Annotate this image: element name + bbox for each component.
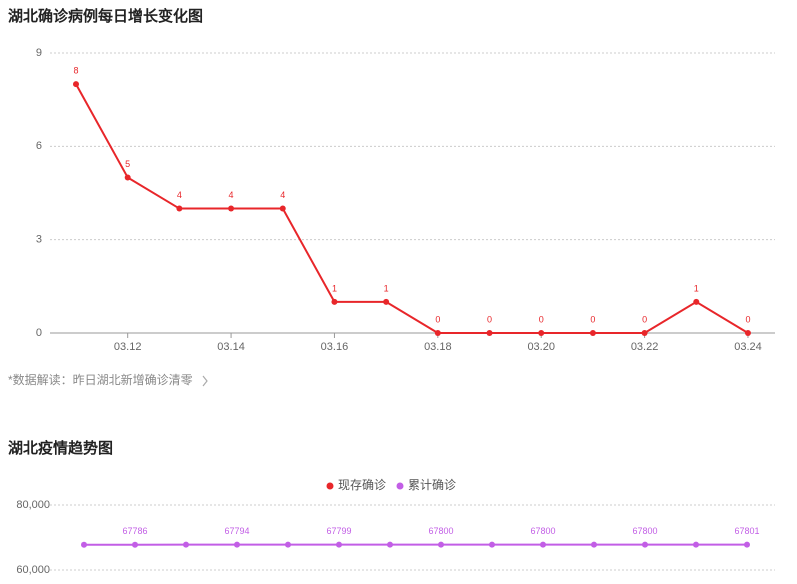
data-point	[642, 541, 648, 548]
data-label: 67799	[326, 526, 351, 536]
data-label: 4	[177, 190, 182, 200]
data-point	[744, 330, 751, 336]
x-tick-label: 03.20	[527, 341, 555, 353]
data-label: 8	[73, 65, 78, 75]
data-point	[540, 541, 546, 548]
data-point	[176, 205, 183, 212]
data-label: 1	[332, 283, 337, 293]
legend-swatch	[326, 482, 334, 490]
data-label: 0	[642, 314, 647, 324]
legend-label: 现存确诊	[338, 478, 386, 492]
data-point	[589, 330, 596, 336]
x-tick-label: 03.12	[114, 341, 142, 353]
data-label: 0	[539, 314, 544, 324]
data-label: 67794	[224, 526, 249, 536]
data-label: 67786	[122, 526, 147, 536]
legend-label: 累计确诊	[408, 478, 456, 492]
data-label: 5	[125, 159, 130, 169]
data-point	[387, 541, 393, 548]
data-label: 4	[280, 190, 285, 200]
data-point	[228, 205, 235, 212]
x-tick-label: 03.18	[424, 341, 452, 353]
y-tick-label: 9	[36, 47, 42, 59]
y-tick-label: 6	[36, 140, 42, 152]
data-label: 0	[745, 314, 750, 324]
chevron[interactable]	[202, 375, 208, 387]
y-tick-label: 60,000	[16, 564, 50, 576]
data-point	[693, 541, 699, 548]
data-label: 4	[229, 190, 234, 200]
annotation-link[interactable]: *数据解读：昨日湖北新增确诊清零	[8, 372, 193, 387]
data-point	[693, 298, 700, 305]
data-point	[81, 541, 87, 548]
data-point	[486, 330, 493, 336]
data-point	[434, 330, 441, 336]
x-tick-label: 03.16	[321, 341, 349, 353]
data-label: 0	[487, 314, 492, 324]
data-point	[331, 298, 338, 305]
data-point	[132, 541, 138, 548]
data-label: 1	[694, 283, 699, 293]
data-label: 0	[435, 314, 440, 324]
data-label: 67801	[734, 526, 759, 536]
data-point	[744, 541, 750, 548]
data-point	[73, 81, 79, 88]
data-point	[538, 330, 545, 336]
data-point	[124, 174, 131, 181]
y-tick-label: 3	[36, 234, 42, 246]
data-point	[489, 541, 495, 548]
x-tick-label: 03.14	[217, 341, 245, 353]
data-point	[183, 541, 189, 548]
x-tick-label: 03.22	[631, 341, 659, 353]
x-tick-label: 03.24	[734, 341, 762, 353]
data-point	[438, 541, 444, 548]
data-label: 67800	[530, 526, 555, 536]
data-point	[591, 541, 597, 548]
data-label: 67800	[632, 526, 657, 536]
data-point	[279, 205, 286, 212]
chart-title: 湖北疫情趋势图	[8, 439, 113, 457]
data-point	[641, 330, 648, 336]
data-point	[336, 541, 342, 548]
y-tick-label: 80,000	[16, 499, 50, 511]
data-point	[285, 541, 291, 548]
data-point	[383, 298, 390, 305]
data-label: 1	[384, 283, 389, 293]
data-point	[234, 541, 240, 548]
legend-swatch	[396, 482, 404, 490]
y-tick-label: 0	[36, 327, 42, 339]
chart-title: 湖北确诊病例每日增长变化图	[8, 7, 203, 25]
data-label: 67800	[428, 526, 453, 536]
series-line	[75, 83, 749, 334]
data-label: 0	[590, 314, 595, 324]
